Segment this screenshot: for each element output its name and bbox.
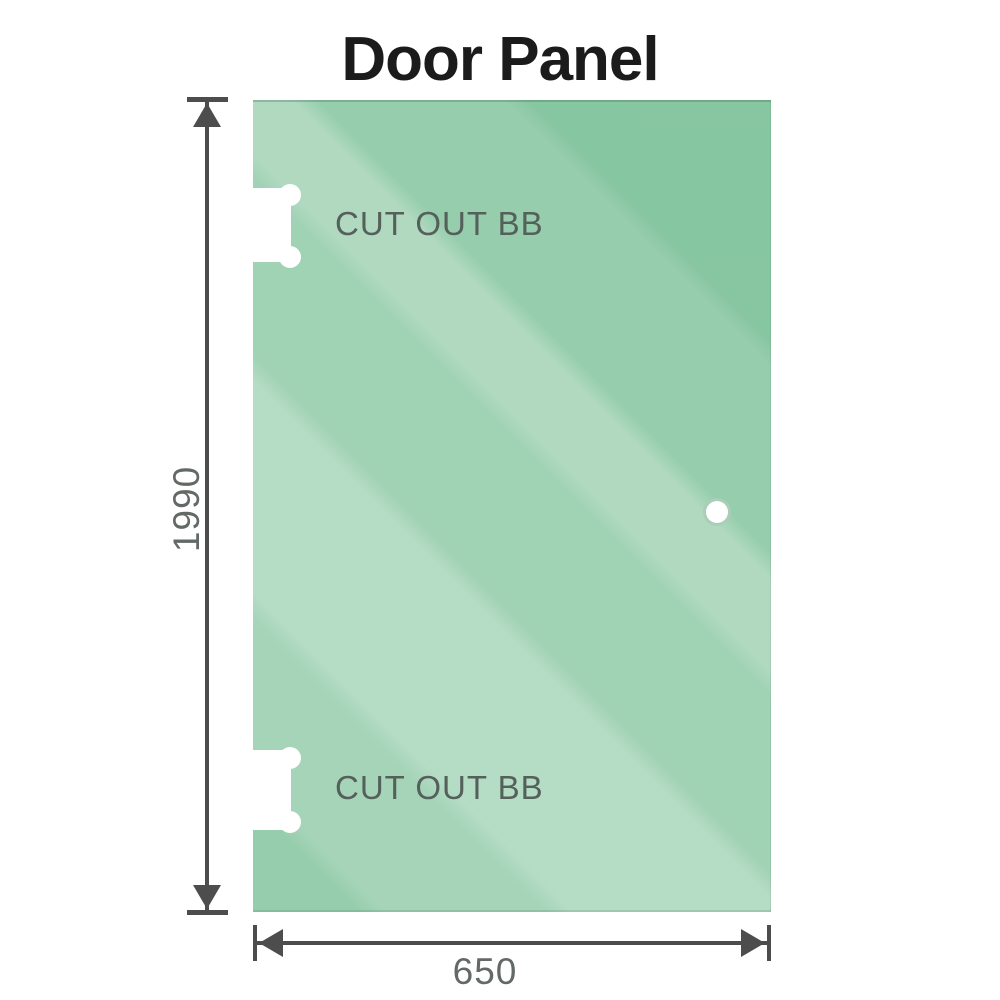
glass-panel <box>251 100 771 912</box>
arrow-down-icon <box>193 885 221 909</box>
cutout-label-top: CUT OUT BB <box>335 205 544 242</box>
cutout-bump-icon <box>279 184 301 206</box>
page-title: Door Panel <box>341 25 659 94</box>
cutout-bump-icon <box>279 811 301 833</box>
width-dimension-line <box>255 941 769 945</box>
height-dimension-cap-bottom <box>187 910 228 915</box>
height-dimension-line <box>205 100 209 912</box>
arrow-left-icon <box>259 929 283 957</box>
width-dimension-tick-right <box>767 925 771 961</box>
handle-hole <box>703 498 731 526</box>
arrow-right-icon <box>741 929 765 957</box>
cutout-bump-icon <box>279 246 301 268</box>
width-dimension-label: 650 <box>452 951 518 992</box>
arrow-up-icon <box>193 103 221 127</box>
cutout-bump-icon <box>279 747 301 769</box>
height-dimension-cap-top <box>187 97 228 102</box>
cutout-label-bottom: CUT OUT BB <box>335 769 544 806</box>
height-dimension-label: 1990 <box>166 465 207 553</box>
